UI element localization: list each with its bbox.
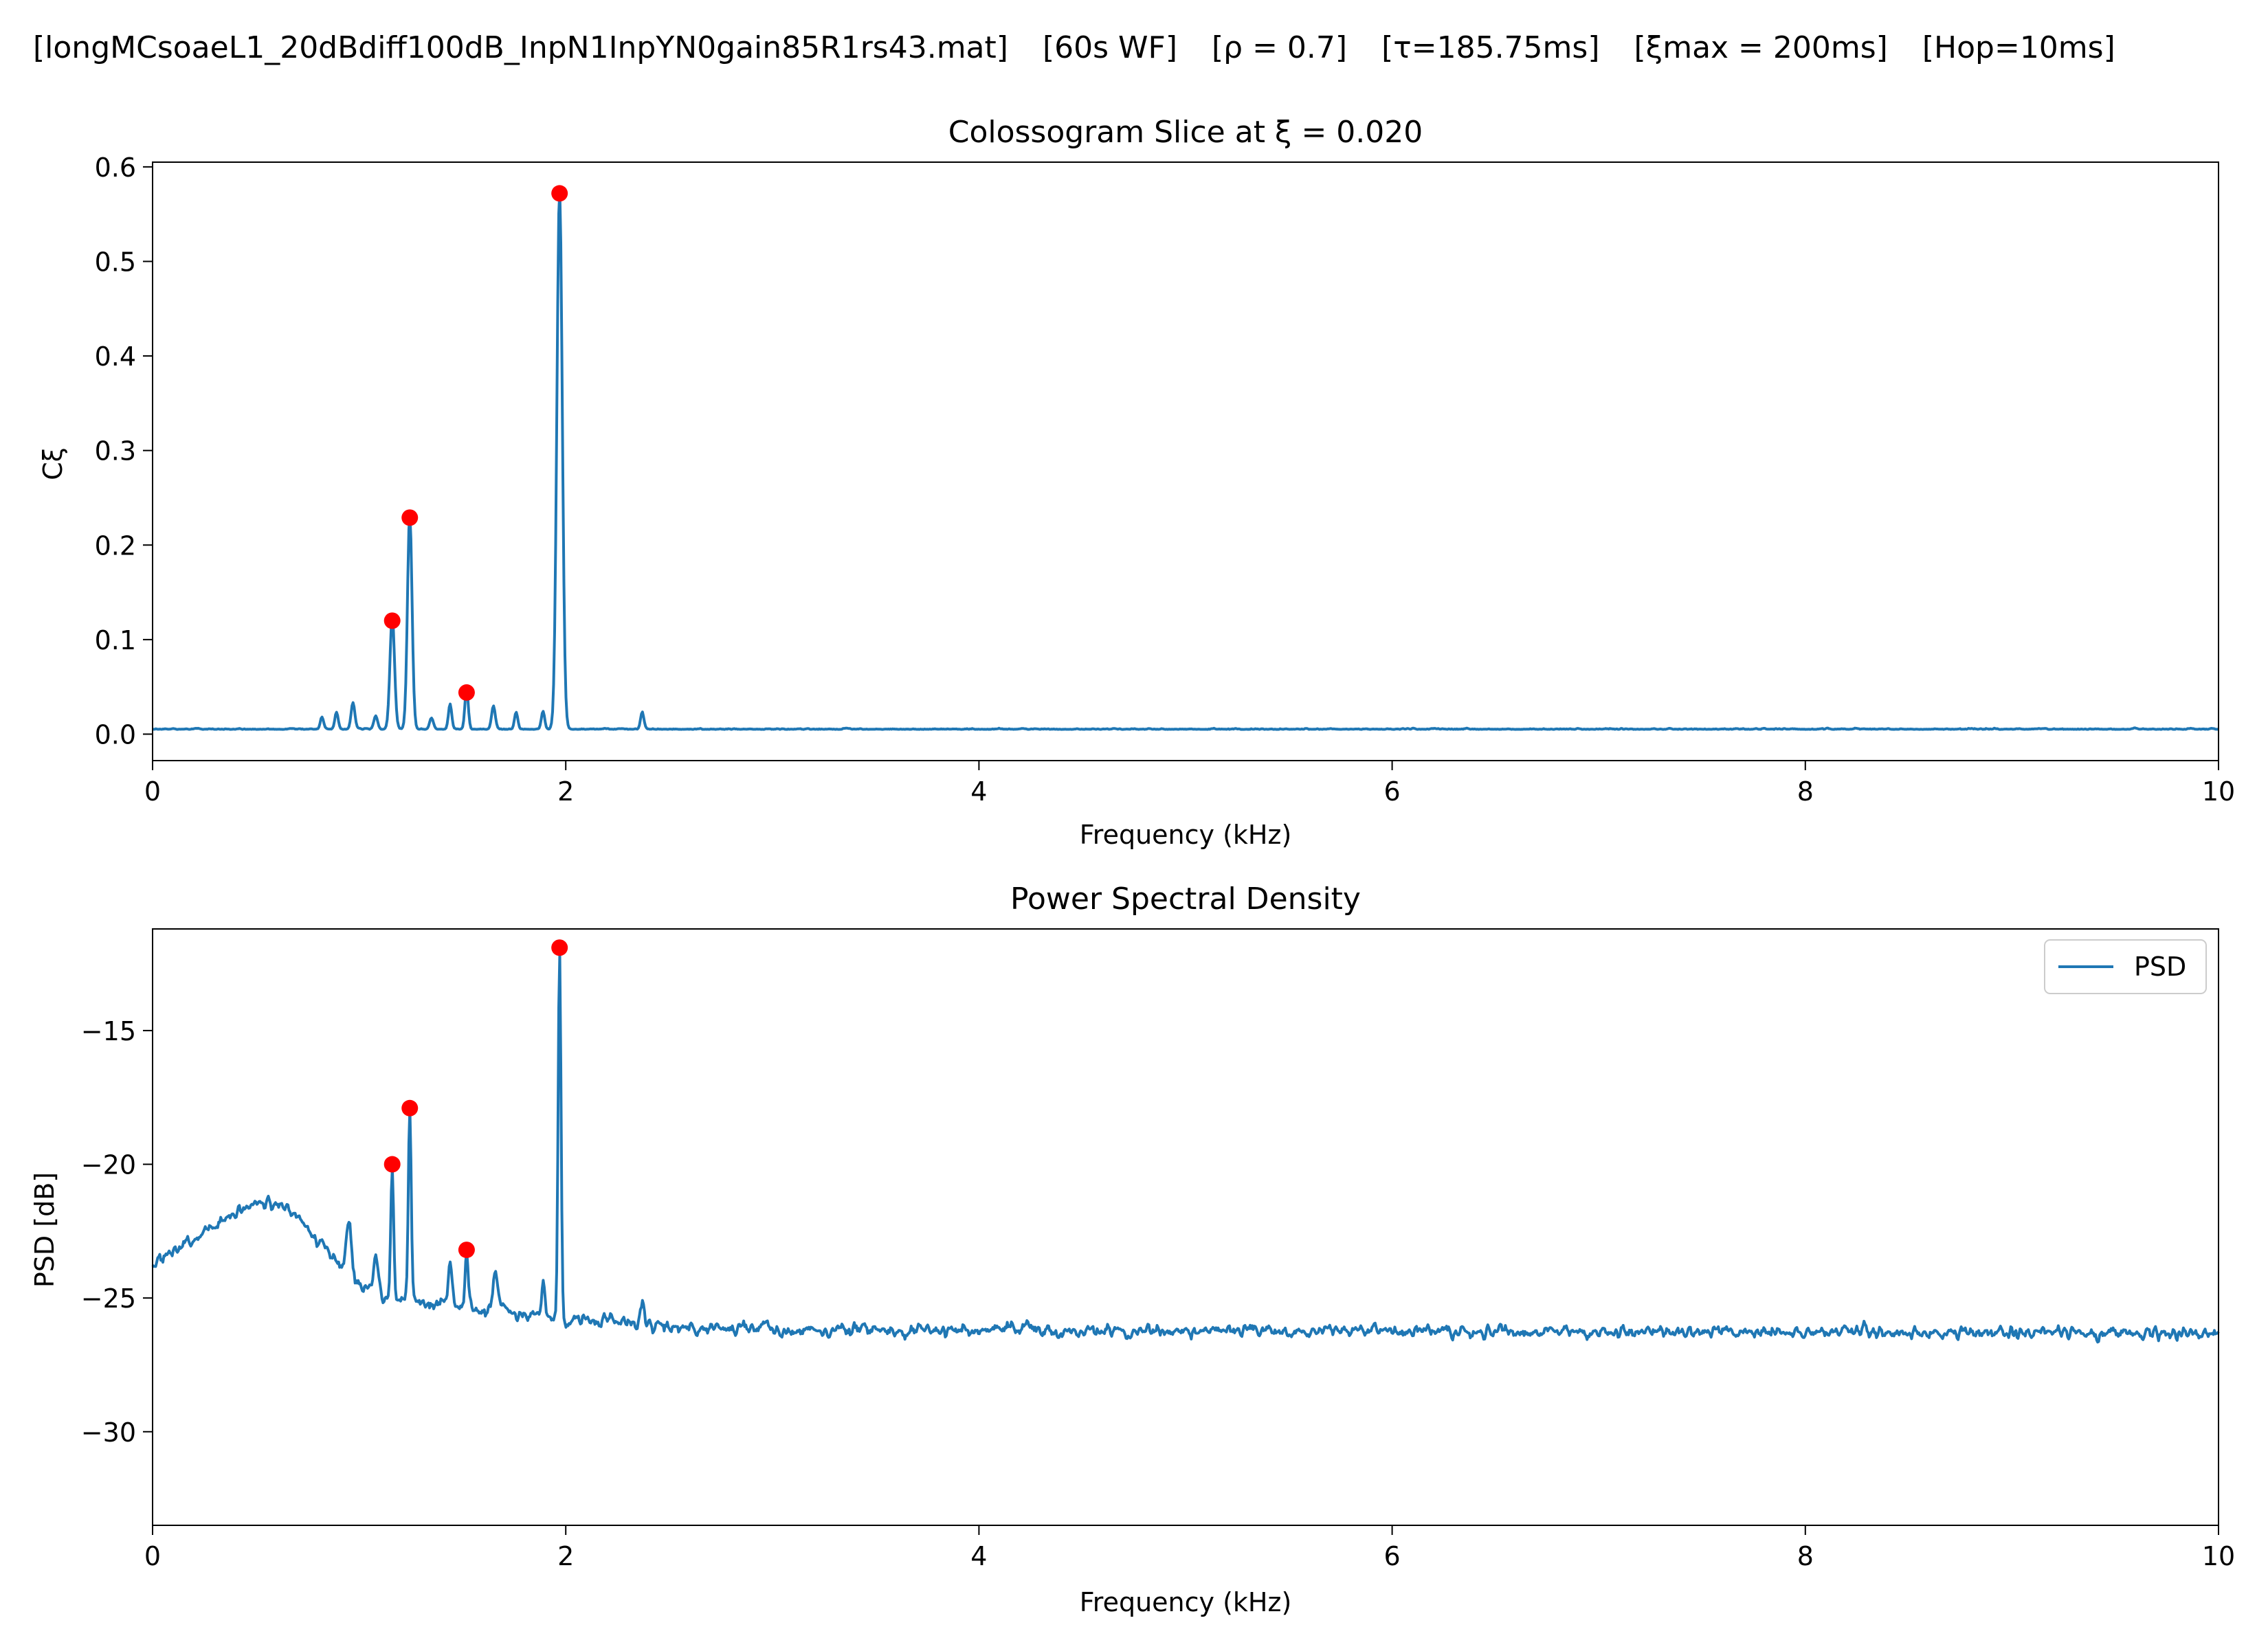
y-tick-label: 0.2 — [95, 530, 136, 561]
y-tick-label: 0.3 — [95, 436, 136, 467]
peak-marker — [401, 509, 419, 526]
x-tick-label: 10 — [2202, 776, 2235, 807]
y-tick-label: 0.1 — [95, 625, 136, 655]
x-tick-label: 4 — [970, 1541, 987, 1571]
series-line — [151, 952, 2220, 1344]
legend: PSD — [2044, 939, 2207, 994]
peak-marker — [383, 612, 401, 629]
y-tick-label: −25 — [81, 1283, 136, 1314]
peak-marker — [383, 1156, 401, 1173]
y-tick-label: 0.0 — [95, 719, 136, 750]
figure-suptitle: [longMCsoaeL1_20dBdiff100dB_InpN1InpYN0g… — [33, 30, 2115, 65]
y-tick-label: 0.5 — [95, 247, 136, 277]
suptitle-part: [60s WF] — [1043, 30, 1177, 65]
x-tick-label: 6 — [1384, 1541, 1401, 1571]
x-tick-label: 8 — [1797, 1541, 1814, 1571]
peak-marker — [551, 185, 568, 202]
y-tick-label: 0.6 — [95, 153, 136, 183]
x-tick-label: 6 — [1384, 776, 1401, 807]
series-line — [152, 188, 2219, 731]
peak-marker — [458, 1242, 475, 1259]
y-axis-label: PSD [dB] — [30, 1172, 60, 1288]
plot-area: 0 2 4 6 8 10 −30 −25 −20 −15 — [81, 928, 2235, 1571]
y-tick-label: −20 — [81, 1150, 136, 1180]
chart-title: Colossogram Slice at ξ = 0.020 — [948, 115, 1423, 150]
x-tick-label: 2 — [557, 776, 574, 807]
plot-area: 0 2 4 6 8 10 0.0 0.1 0.2 0.3 0.4 0.5 0.6 — [95, 153, 2236, 807]
y-tick-label: −30 — [81, 1417, 136, 1448]
plot-frame — [152, 928, 2219, 1526]
suptitle-part: [longMCsoaeL1_20dBdiff100dB_InpN1InpYN0g… — [33, 30, 1008, 65]
x-tick-label: 2 — [557, 1541, 574, 1571]
peak-marker — [458, 684, 475, 701]
colossogram-panel: Colossogram Slice at ξ = 0.020 0 2 4 6 8 10 0.… — [38, 115, 2235, 850]
suptitle-part: [τ=185.75ms] — [1381, 30, 1599, 65]
chart-title: Power Spectral Density — [1010, 882, 1361, 917]
x-tick-label: 0 — [144, 1541, 161, 1571]
peak-marker — [551, 939, 568, 956]
x-axis-label: Frequency (kHz) — [1080, 1587, 1292, 1617]
x-tick-label: 10 — [2202, 1541, 2235, 1571]
y-tick-label: 0.4 — [95, 341, 136, 372]
psd-panel: Power Spectral Density 0 2 4 6 8 10 −30 −25 −20 −… — [30, 882, 2235, 1617]
peak-marker — [401, 1099, 419, 1117]
x-axis-label: Frequency (kHz) — [1080, 820, 1292, 850]
x-tick-label: 0 — [144, 776, 161, 807]
suptitle-part: [ξmax = 200ms] — [1634, 30, 1888, 65]
x-tick-label: 8 — [1797, 776, 1814, 807]
legend-label: PSD — [2134, 952, 2186, 982]
suptitle-part: [Hop=10ms] — [1922, 30, 2115, 65]
plot-frame — [152, 161, 2219, 761]
y-axis-label: Cξ — [38, 447, 68, 480]
suptitle-part: [ρ = 0.7] — [1212, 30, 1347, 65]
y-tick-label: −15 — [81, 1016, 136, 1046]
x-tick-label: 4 — [970, 776, 987, 807]
